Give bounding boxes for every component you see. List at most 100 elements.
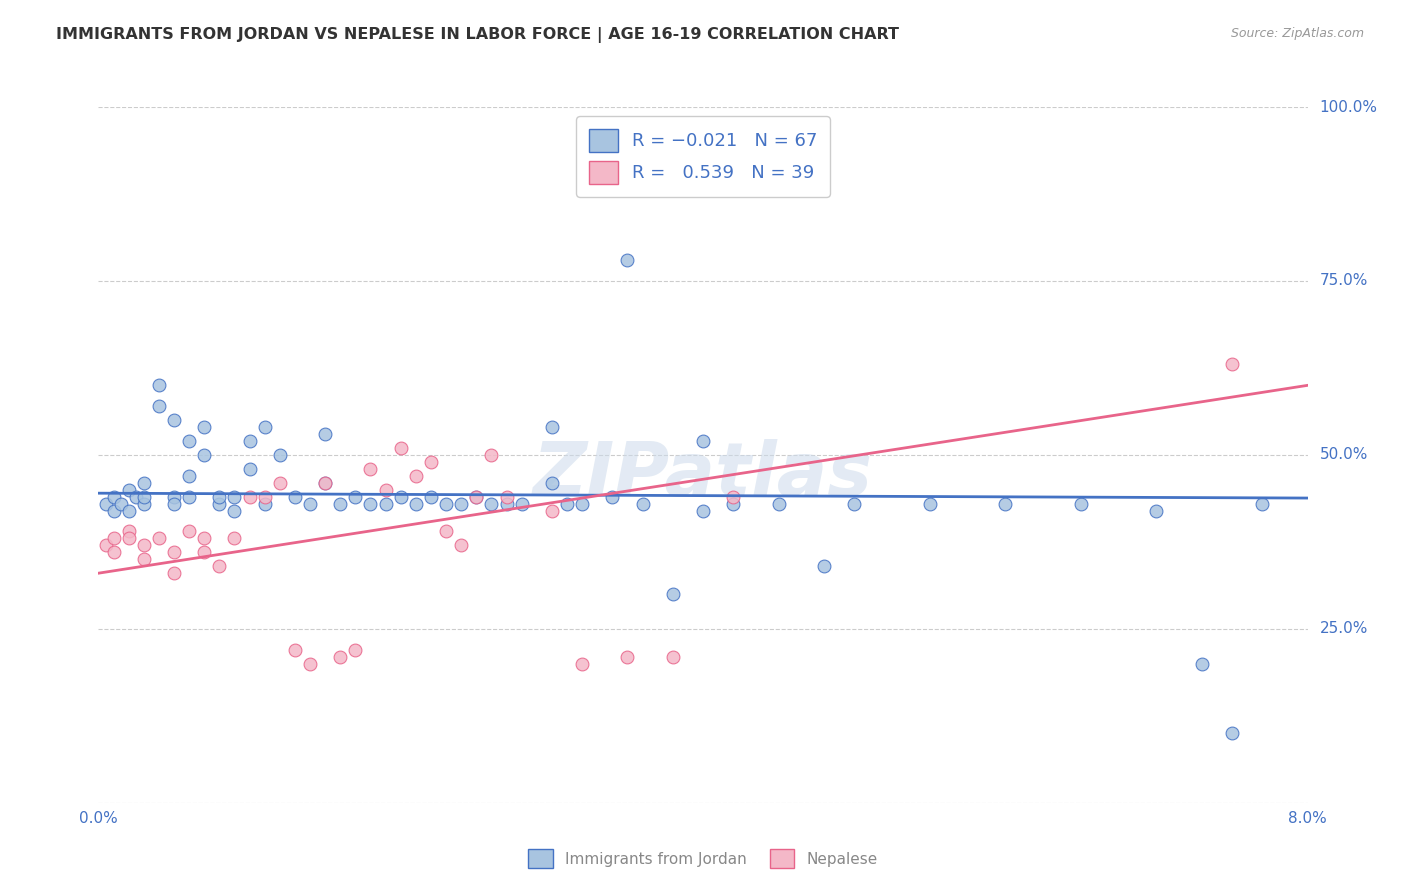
Point — [450, 538, 472, 552]
Point — [994, 497, 1017, 511]
Point — [179, 434, 201, 448]
Point — [374, 497, 396, 511]
Point — [723, 490, 745, 504]
Point — [132, 538, 155, 552]
Point — [132, 490, 155, 504]
Point — [94, 538, 117, 552]
Point — [359, 462, 381, 476]
Point — [631, 497, 654, 511]
Point — [1220, 726, 1243, 740]
Point — [118, 483, 141, 497]
Point — [179, 524, 201, 539]
Point — [723, 497, 745, 511]
Point — [465, 490, 488, 504]
Point — [1191, 657, 1213, 671]
Point — [495, 490, 517, 504]
Point — [269, 475, 291, 490]
Point — [179, 490, 201, 504]
Point — [118, 524, 141, 539]
Point — [193, 448, 215, 462]
Point — [1070, 497, 1092, 511]
Point — [768, 497, 790, 511]
Point — [844, 497, 866, 511]
Point — [602, 490, 624, 504]
Point — [110, 497, 132, 511]
Point — [239, 490, 262, 504]
Point — [163, 545, 186, 559]
Point — [148, 399, 170, 413]
Point — [224, 503, 246, 517]
Point — [253, 420, 276, 434]
Point — [540, 503, 562, 517]
Point — [299, 497, 322, 511]
Point — [479, 497, 503, 511]
Point — [193, 420, 215, 434]
Point — [495, 497, 517, 511]
Point — [208, 559, 231, 574]
Point — [389, 490, 412, 504]
Point — [571, 497, 593, 511]
Point — [208, 490, 231, 504]
Point — [208, 497, 231, 511]
Point — [405, 468, 427, 483]
Text: 75.0%: 75.0% — [1320, 274, 1368, 288]
Point — [284, 642, 307, 657]
Point — [616, 649, 638, 664]
Point — [540, 420, 562, 434]
Legend: Immigrants from Jordan, Nepalese: Immigrants from Jordan, Nepalese — [522, 843, 884, 874]
Point — [193, 532, 215, 546]
Point — [465, 490, 488, 504]
Point — [344, 490, 367, 504]
Text: IMMIGRANTS FROM JORDAN VS NEPALESE IN LABOR FORCE | AGE 16-19 CORRELATION CHART: IMMIGRANTS FROM JORDAN VS NEPALESE IN LA… — [56, 27, 900, 43]
Point — [118, 532, 141, 546]
Legend: R = −0.021   N = 67, R =   0.539   N = 39: R = −0.021 N = 67, R = 0.539 N = 39 — [576, 116, 830, 197]
Point — [419, 455, 441, 469]
Text: ZIPatlas: ZIPatlas — [533, 439, 873, 512]
Point — [193, 545, 215, 559]
Point — [103, 532, 125, 546]
Point — [314, 475, 336, 490]
Point — [434, 524, 457, 539]
Point — [616, 253, 638, 268]
Point — [314, 427, 336, 442]
Point — [148, 532, 170, 546]
Point — [555, 497, 578, 511]
Point — [163, 497, 186, 511]
Point — [103, 490, 125, 504]
Point — [692, 434, 714, 448]
Point — [692, 503, 714, 517]
Point — [163, 413, 186, 427]
Point — [224, 490, 246, 504]
Point — [118, 503, 141, 517]
Text: 50.0%: 50.0% — [1320, 448, 1368, 462]
Y-axis label: In Labor Force | Age 16-19: In Labor Force | Age 16-19 — [0, 353, 8, 557]
Point — [329, 497, 352, 511]
Point — [132, 552, 155, 566]
Point — [359, 497, 381, 511]
Point — [1220, 358, 1243, 372]
Point — [405, 497, 427, 511]
Point — [540, 475, 562, 490]
Text: 100.0%: 100.0% — [1320, 100, 1378, 114]
Point — [344, 642, 367, 657]
Point — [132, 497, 155, 511]
Point — [239, 462, 262, 476]
Point — [239, 434, 262, 448]
Point — [269, 448, 291, 462]
Point — [224, 532, 246, 546]
Point — [132, 475, 155, 490]
Point — [571, 657, 593, 671]
Point — [125, 490, 148, 504]
Text: 25.0%: 25.0% — [1320, 622, 1368, 636]
Point — [510, 497, 533, 511]
Point — [179, 468, 201, 483]
Point — [374, 483, 396, 497]
Point — [103, 503, 125, 517]
Point — [479, 448, 503, 462]
Point — [450, 497, 472, 511]
Point — [314, 475, 336, 490]
Point — [389, 441, 412, 455]
Point — [434, 497, 457, 511]
Text: Source: ZipAtlas.com: Source: ZipAtlas.com — [1230, 27, 1364, 40]
Point — [163, 566, 186, 581]
